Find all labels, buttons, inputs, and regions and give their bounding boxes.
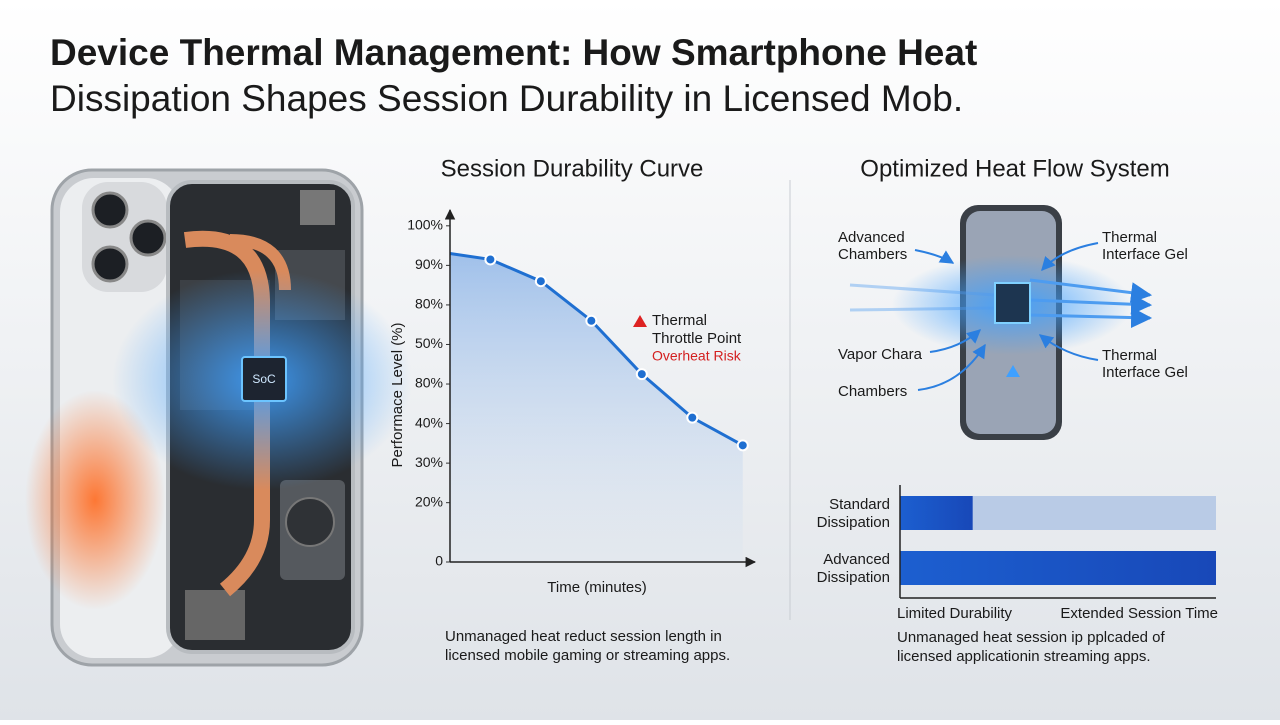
label-line: Thermal <box>1102 229 1157 246</box>
point <box>635 368 648 381</box>
y-tick-label: 20% <box>415 493 443 509</box>
y-tick-label: 40% <box>415 414 443 430</box>
label-line: Dissipation <box>817 569 890 586</box>
heat-flow-diagram <box>849 205 1153 440</box>
y-tick-label: 0 <box>435 553 443 569</box>
label-line: Dissipation <box>817 514 890 531</box>
label-line: Vapor Chara <box>838 346 923 363</box>
phone-illustration: SoC <box>25 168 412 667</box>
y-tick-label: 90% <box>415 256 443 272</box>
warning-icon <box>633 315 647 327</box>
y-tick-label: 80% <box>415 296 443 312</box>
label-line: Unmanaged heat reduct session length in <box>445 628 722 645</box>
chip-label: SoC <box>252 372 276 386</box>
label-line: licensed mobile gaming or streaming apps… <box>445 647 730 664</box>
label-line: licensed applicationin streaming apps. <box>897 648 1150 665</box>
point <box>534 275 547 288</box>
diagram-title: Optimized Heat Flow System <box>860 155 1169 182</box>
label-line: Interface Gel <box>1102 364 1188 381</box>
point <box>736 439 749 452</box>
y-tick-label: 100% <box>407 217 443 233</box>
label-line: Thermal <box>1102 347 1157 364</box>
label-line: Chambers <box>838 383 907 400</box>
label-line: Advanced <box>838 229 905 246</box>
axis-end-label: Extended Session Time <box>1060 605 1218 622</box>
label-line: Unmanaged heat session ip pplcaded of <box>897 629 1166 646</box>
bar <box>900 551 1216 585</box>
point <box>686 411 699 424</box>
y-tick-label: 50% <box>415 335 443 351</box>
y-axis-label: Performace Level (%) <box>389 322 406 467</box>
area <box>450 253 743 562</box>
point <box>585 314 598 327</box>
label-line: Thermal <box>652 312 707 329</box>
label-line: Advanced <box>823 551 890 568</box>
label-line: Interface Gel <box>1102 246 1188 263</box>
label-line: Throttle Point <box>652 330 742 347</box>
point <box>484 253 497 266</box>
title-line: Device Thermal Management: How Smartphon… <box>50 32 977 73</box>
x-axis-label: Time (minutes) <box>547 579 646 596</box>
label-line: Standard <box>829 496 890 513</box>
annotation-warning: Overheat Risk <box>652 348 742 364</box>
label-line: Chambers <box>838 246 907 263</box>
title-line: Dissipation Shapes Session Durability in… <box>50 78 963 119</box>
y-tick-label: 80% <box>415 375 443 391</box>
bar <box>900 496 973 530</box>
chart-title: Session Durability Curve <box>441 155 704 182</box>
y-tick-label: 30% <box>415 454 443 470</box>
axis-end-label: Limited Durability <box>897 605 1013 622</box>
